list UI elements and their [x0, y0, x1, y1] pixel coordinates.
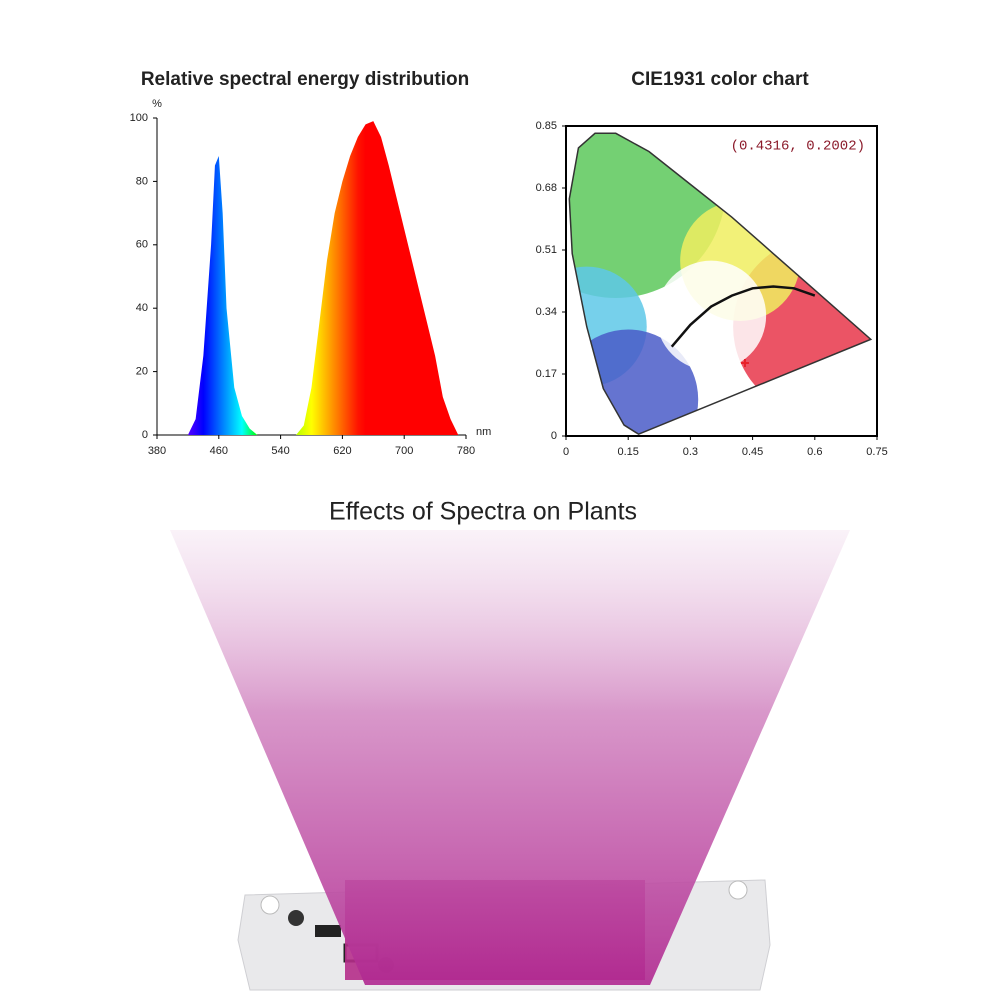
y-tick-label: 0.51 [536, 244, 557, 256]
y-tick-label: 0 [551, 430, 557, 442]
x-tick-label: 780 [457, 445, 475, 457]
chart-title: Relative spectral energy distribution [141, 69, 469, 90]
x-tick-label: 700 [395, 445, 413, 457]
x-tick-label: 460 [210, 445, 228, 457]
heading: Effects of Spectra on Plants [329, 498, 637, 526]
gamut-boundary [568, 132, 873, 436]
y-tick-label: 60 [136, 239, 148, 251]
light-beam [170, 530, 850, 985]
y-tick-label: 100 [130, 112, 148, 124]
x-tick-label: 380 [148, 445, 166, 457]
y-unit: % [152, 98, 162, 110]
plot-frame [565, 125, 878, 437]
x-tick-label: 620 [333, 445, 351, 457]
y-tick-label: 40 [136, 302, 148, 314]
x-tick-label: 0.6 [807, 446, 822, 458]
x-tick-label: 0.75 [866, 446, 887, 458]
y-tick-label: 20 [136, 366, 148, 378]
x-tick-label: 0.3 [683, 446, 698, 458]
planckian-locus [670, 285, 816, 348]
chart-title: CIE1931 color chart [631, 69, 809, 90]
x-tick-label: 0.45 [742, 446, 763, 458]
y-tick-label: 0.34 [536, 306, 557, 318]
y-tick-label: 0.17 [536, 368, 557, 380]
chromaticity-point [740, 358, 749, 367]
x-unit: nm [476, 426, 491, 438]
x-tick-label: 0 [563, 446, 569, 458]
y-tick-label: 0.85 [536, 120, 557, 132]
x-tick-label: 0.15 [617, 446, 638, 458]
spectrum-area [187, 121, 459, 436]
gamut-color [656, 260, 767, 371]
y-tick-label: 80 [136, 175, 148, 187]
annotation: (0.4316, 0.2002) [731, 139, 865, 155]
y-tick-label: 0 [142, 429, 148, 441]
y-tick-label: 0.68 [536, 182, 557, 194]
gamut-color [569, 133, 726, 298]
x-tick-label: 540 [271, 445, 289, 457]
